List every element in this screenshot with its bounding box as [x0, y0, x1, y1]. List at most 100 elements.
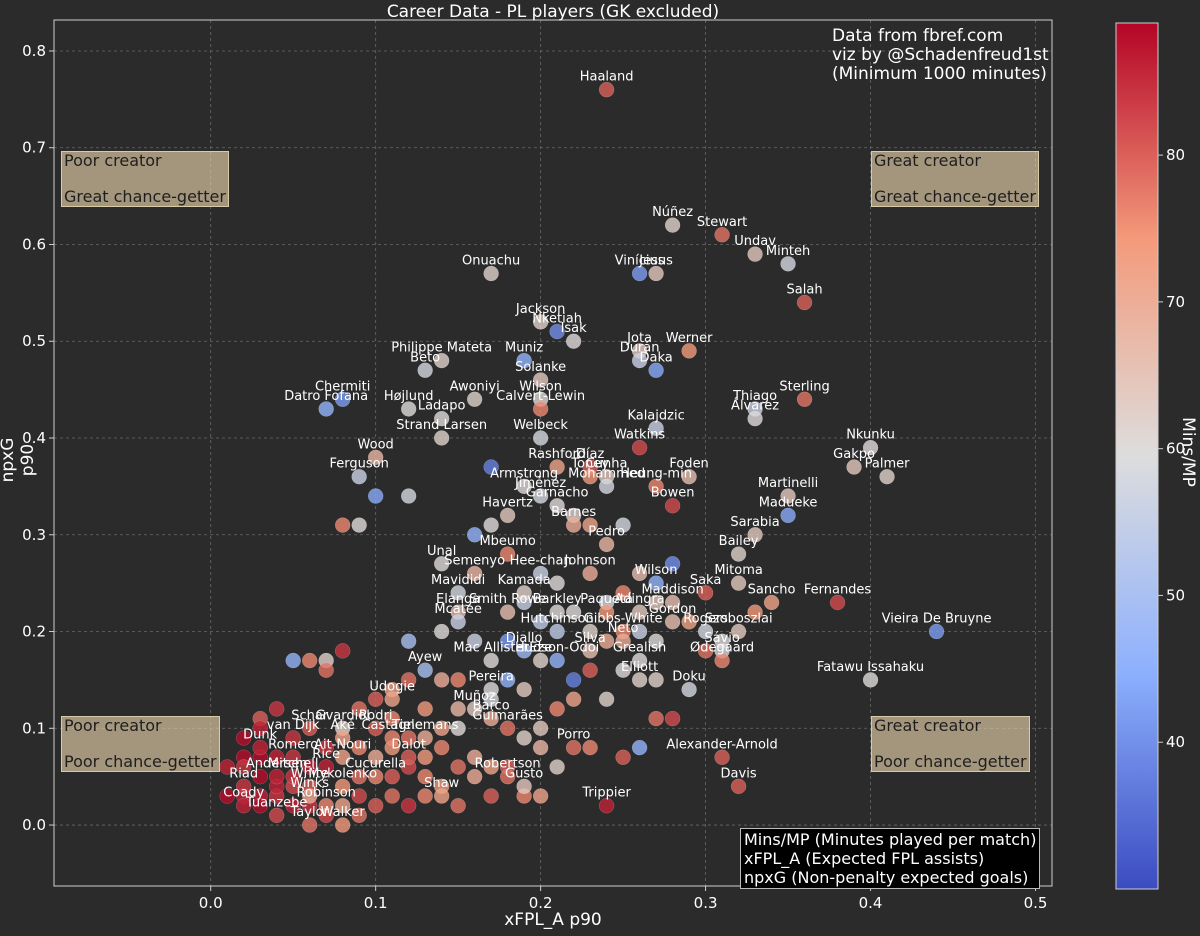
- scatter-point: [532, 652, 549, 669]
- scatter-point: [697, 643, 714, 659]
- point-label: Jesus: [638, 254, 673, 269]
- point-label: Ayew: [408, 650, 443, 665]
- scatter-point: [400, 633, 417, 649]
- scatter-point: [516, 778, 532, 795]
- scatter-point: [697, 623, 714, 640]
- scatter-point: [400, 401, 417, 417]
- point-label: Johnson: [563, 553, 615, 568]
- point-label: Solanke: [515, 360, 566, 375]
- point-label: Gvardiol: [316, 708, 370, 723]
- scatter-point: [499, 546, 516, 562]
- scatter-point: [780, 488, 796, 504]
- point-label: Robinson: [296, 786, 355, 801]
- point-label: Bowen: [651, 486, 695, 501]
- point-label: Garnacho: [526, 486, 589, 501]
- scatter-point: [450, 701, 466, 717]
- point-label: Udogie: [369, 679, 415, 694]
- scatter-point: [400, 730, 417, 746]
- scatter-point: [516, 585, 532, 601]
- point-label: Hee-chan: [510, 553, 572, 568]
- point-label: Castagne: [361, 718, 422, 733]
- scatter-point: [367, 768, 384, 785]
- scatter-point: [648, 575, 664, 591]
- scatter-point: [730, 623, 747, 640]
- point-label: Mitoma: [714, 563, 763, 578]
- scatter-point: [417, 730, 433, 746]
- scatter-point: [532, 488, 549, 504]
- point-label: Jackson: [515, 302, 565, 317]
- scatter-point: [664, 497, 681, 514]
- point-label: Pedro: [588, 524, 625, 539]
- scatter-point: [879, 468, 895, 485]
- scatter-point: [747, 604, 763, 620]
- scatter-point: [730, 778, 747, 795]
- credits-line: Data from fbref.com: [832, 26, 1004, 46]
- quadrant-box-top-left: Poor creator Great chance-getter: [61, 151, 229, 207]
- point-label: Kalajdzic: [627, 408, 684, 423]
- scatter-point: [648, 710, 664, 727]
- scatter-point: [268, 749, 285, 766]
- scatter-point: [433, 430, 450, 446]
- scatter-point: [417, 362, 433, 379]
- scatter-point: [433, 623, 450, 640]
- scatter-point: [367, 488, 384, 504]
- scatter-point: [450, 797, 466, 814]
- scatter-point: [730, 546, 747, 562]
- scatter-point: [252, 797, 268, 814]
- scatter-point: [615, 633, 631, 649]
- point-label: Barco: [473, 699, 510, 714]
- scatter-point: [681, 468, 697, 485]
- scatter-point: [747, 410, 763, 427]
- scatter-point: [549, 759, 565, 775]
- point-label: Gibbs-White: [584, 612, 663, 627]
- scatter-point: [235, 797, 252, 814]
- point-label: Salah: [787, 283, 823, 298]
- scatter-point: [631, 565, 648, 582]
- scatter-point: [549, 623, 565, 640]
- scatter-point: [318, 797, 334, 814]
- scatter-point: [549, 323, 565, 340]
- abbreviation-legend: Mins/MP (Minutes played per match) xFPL_…: [740, 828, 1041, 889]
- colorbar: [1115, 22, 1159, 890]
- scatter-point: [351, 788, 367, 804]
- scatter-point: [664, 217, 681, 233]
- quadrant-line: Poor chance-getter: [874, 752, 1027, 771]
- point-label: Sarabia: [730, 515, 779, 530]
- scatter-point: [615, 517, 631, 533]
- scatter-point: [681, 343, 697, 359]
- point-label: Robertson: [475, 757, 541, 772]
- scatter-point: [483, 265, 499, 282]
- scatter-point: [565, 691, 582, 708]
- scatter-point: [483, 710, 499, 727]
- scatter-point: [598, 81, 615, 98]
- scatter-point: [648, 478, 664, 495]
- scatter-point: [565, 604, 582, 620]
- scatter-point: [268, 701, 285, 717]
- scatter-point: [301, 720, 318, 737]
- point-label: Datro Fofana: [284, 389, 368, 404]
- point-label: Watkins: [614, 428, 665, 443]
- scatter-point: [466, 768, 483, 785]
- scatter-point: [499, 672, 516, 688]
- scatter-point: [483, 681, 499, 698]
- point-label: Nketiah: [532, 312, 582, 327]
- scatter-point: [384, 788, 400, 804]
- scatter-point: [400, 672, 417, 688]
- scatter-point: [549, 604, 565, 620]
- scatter-point: [351, 517, 367, 533]
- scatter-point: [499, 720, 516, 737]
- quadrant-line: Great chance-getter: [874, 187, 1036, 206]
- scatter-point: [301, 652, 318, 669]
- scatter-point: [334, 797, 351, 814]
- scatter-point: [681, 614, 697, 630]
- point-label: Werner: [666, 331, 713, 346]
- scatter-point: [301, 788, 318, 804]
- scatter-point: [450, 672, 466, 688]
- scatter-point: [367, 691, 384, 708]
- scatter-point: [829, 594, 846, 611]
- scatter-point: [615, 585, 631, 601]
- point-label: Riad: [229, 766, 258, 781]
- scatter-point: [549, 701, 565, 717]
- point-label: Foden: [669, 457, 708, 472]
- point-label: Dunk: [243, 728, 277, 743]
